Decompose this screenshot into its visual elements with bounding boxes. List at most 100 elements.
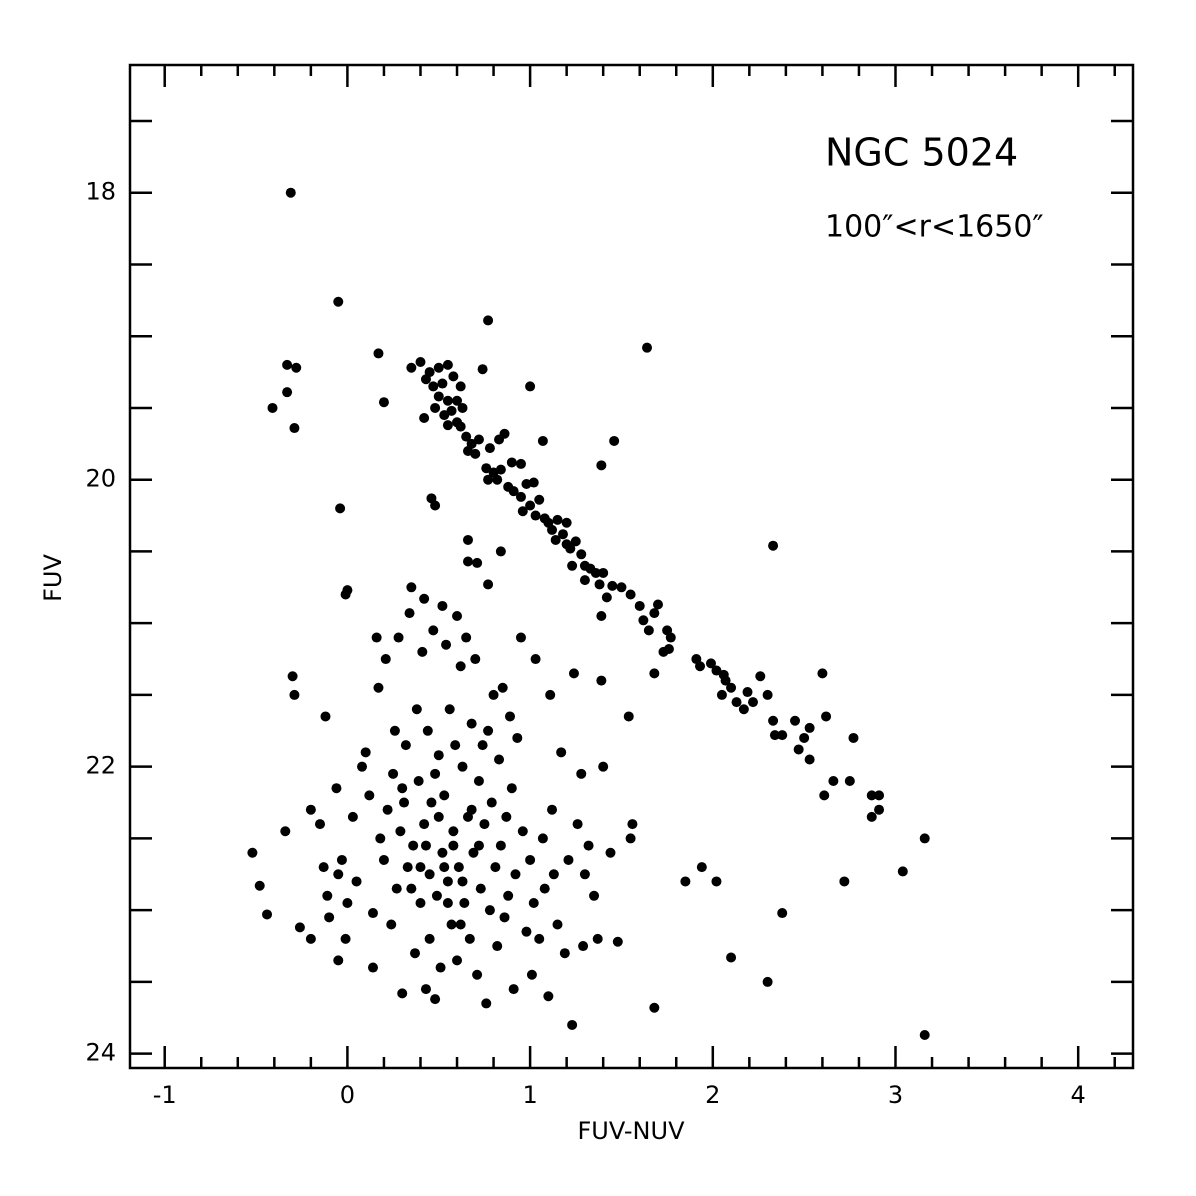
data-point <box>468 847 479 858</box>
data-point <box>481 463 492 474</box>
data-point <box>579 869 590 880</box>
data-point <box>466 718 477 729</box>
data-point <box>499 912 510 923</box>
data-point <box>411 704 422 715</box>
plot-frame <box>128 63 1135 1070</box>
data-point <box>420 984 431 995</box>
data-point <box>433 362 444 373</box>
data-point <box>367 962 378 973</box>
data-point <box>530 654 541 665</box>
data-point <box>335 503 346 514</box>
data-point <box>457 761 468 772</box>
data-point <box>866 811 877 822</box>
data-point <box>435 962 446 973</box>
annotation: NGC 5024 <box>825 131 1018 175</box>
data-point <box>492 474 503 485</box>
data-point <box>395 826 406 837</box>
data-point <box>695 661 706 672</box>
data-point <box>559 948 570 959</box>
data-point <box>389 725 400 736</box>
data-point <box>594 579 605 590</box>
data-point <box>762 689 773 700</box>
data-point <box>294 922 305 933</box>
data-point <box>649 608 660 619</box>
data-point <box>415 862 426 873</box>
data-point <box>545 689 556 700</box>
data-point <box>495 546 506 557</box>
data-point <box>625 833 636 844</box>
data-point <box>508 486 519 497</box>
data-point <box>711 876 722 887</box>
data-point <box>373 348 384 359</box>
data-point <box>828 776 839 787</box>
data-point <box>282 387 293 398</box>
data-point <box>565 543 576 554</box>
x-tick-label: 4 <box>1071 1081 1086 1109</box>
data-point <box>596 611 607 622</box>
data-point <box>397 783 408 794</box>
data-point <box>583 840 594 851</box>
data-point <box>439 862 450 873</box>
data-point <box>525 381 536 392</box>
data-point <box>318 862 329 873</box>
data-point <box>576 768 587 779</box>
data-point <box>505 711 516 722</box>
annotation: 100″<r<1650″ <box>825 210 1044 245</box>
data-point <box>446 405 457 416</box>
data-point <box>731 697 742 708</box>
data-point <box>525 854 536 865</box>
data-point <box>578 941 589 952</box>
data-point <box>340 589 351 600</box>
data-point <box>897 866 908 877</box>
data-point <box>413 776 424 787</box>
data-point <box>634 600 645 611</box>
data-point <box>461 431 472 442</box>
data-point <box>799 732 810 743</box>
data-point <box>539 883 550 894</box>
data-point <box>404 608 415 619</box>
data-point <box>572 819 583 830</box>
data-point <box>495 464 506 475</box>
data-point <box>570 536 581 547</box>
data-point <box>280 826 291 837</box>
data-point <box>430 402 441 413</box>
data-point <box>466 804 477 815</box>
data-point <box>821 711 832 722</box>
data-point <box>919 1029 930 1040</box>
data-point <box>696 862 707 873</box>
data-point <box>526 969 537 980</box>
data-point <box>598 761 609 772</box>
data-point <box>605 847 616 858</box>
data-point <box>501 811 512 822</box>
data-point <box>510 869 521 880</box>
data-point <box>473 840 484 851</box>
data-point <box>768 715 779 726</box>
data-point <box>333 955 344 966</box>
data-point <box>517 826 528 837</box>
data-point <box>612 936 623 947</box>
data-point <box>534 933 545 944</box>
data-point <box>442 420 453 431</box>
data-point <box>464 933 475 944</box>
data-point <box>579 575 590 586</box>
data-point <box>470 448 481 459</box>
data-point <box>609 435 620 446</box>
data-point <box>768 540 779 551</box>
data-point <box>333 296 344 307</box>
data-point <box>417 646 428 657</box>
data-point <box>643 625 654 636</box>
data-point <box>623 711 634 722</box>
data-point <box>448 826 459 837</box>
data-point <box>543 991 554 1002</box>
data-point <box>499 428 510 439</box>
data-point <box>512 732 523 743</box>
data-point <box>492 941 503 952</box>
data-point <box>388 768 399 779</box>
data-point <box>548 869 559 880</box>
data-point <box>598 567 609 578</box>
data-point <box>839 876 850 887</box>
data-point <box>475 883 486 894</box>
data-point <box>819 790 830 801</box>
data-point <box>453 862 464 873</box>
data-point <box>547 524 558 535</box>
